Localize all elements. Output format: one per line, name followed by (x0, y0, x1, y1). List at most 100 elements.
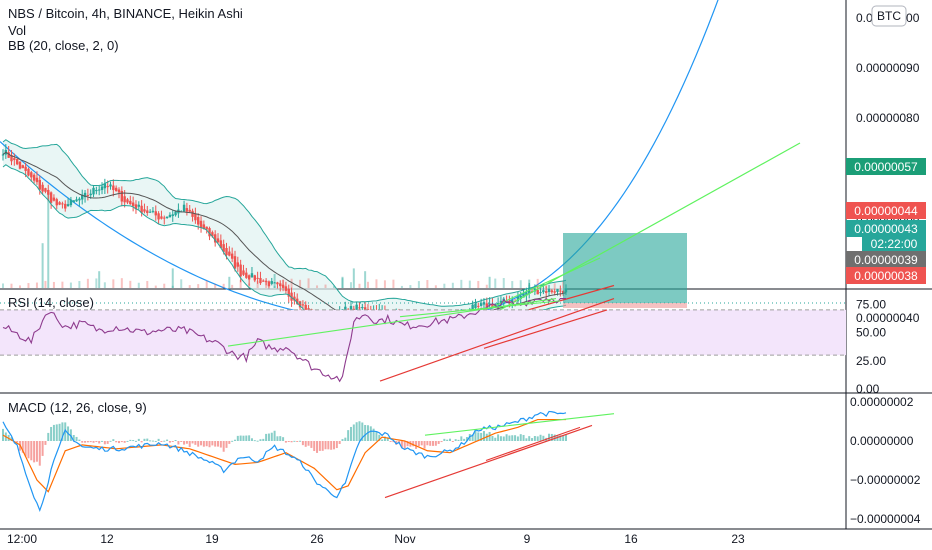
macd-histogram-bar (27, 441, 30, 459)
candle-body (72, 200, 75, 203)
macd-trendline-red (485, 426, 581, 462)
candle-body (550, 290, 554, 293)
macd-histogram-bar (279, 436, 282, 441)
macd-histogram-bar (58, 423, 61, 441)
volume-bar (375, 279, 378, 288)
candle-body (553, 291, 556, 293)
candle-body (95, 189, 98, 192)
macd-histogram-bar (344, 437, 347, 441)
candle-body (191, 210, 194, 217)
macd-histogram-bar (217, 441, 220, 447)
macd-histogram-bar (214, 441, 217, 447)
macd-histogram-bar (262, 438, 265, 441)
macd-histogram-bar (491, 435, 494, 441)
candle-body (236, 262, 240, 267)
candle-body (197, 217, 200, 225)
macd-histogram-bar (188, 441, 191, 447)
macd-histogram-bar (477, 432, 480, 441)
candle-body (293, 296, 296, 301)
macd-histogram-bar (259, 439, 262, 441)
macd-histogram-bar (89, 441, 92, 443)
macd-histogram-bar (106, 441, 109, 444)
parabolic-curve (0, 0, 719, 324)
candle-body (211, 232, 214, 237)
macd-histogram-bar (321, 441, 324, 451)
volume-bar (358, 283, 361, 288)
volume-bar (383, 280, 386, 288)
volume-bar (316, 285, 319, 288)
macd-histogram-bar (245, 435, 248, 441)
volume-bar (2, 283, 4, 288)
candle-body (106, 185, 109, 188)
candle-body (247, 275, 251, 280)
rsi-axis-tick: 25.00 (856, 354, 886, 368)
macd-histogram-bar (92, 441, 95, 443)
candle-body (536, 289, 539, 295)
volume-bar (341, 278, 344, 288)
macd-histogram-bar (273, 430, 276, 441)
macd-histogram-bar (270, 432, 273, 441)
candle-body (225, 247, 228, 256)
volume-bar (197, 284, 200, 288)
candle-body (298, 301, 302, 308)
volume-bar (231, 284, 234, 288)
volume-bar (112, 279, 115, 288)
candle-body (157, 213, 160, 220)
macd-histogram-bar (267, 433, 270, 441)
macd-histogram-bar (333, 441, 336, 450)
svg-text:0.00000043: 0.00000043 (854, 222, 918, 236)
macd-histogram-bar (205, 441, 208, 447)
time-axis-tick: 16 (624, 532, 638, 546)
macd-histogram-bar (149, 440, 152, 442)
macd-histogram-bar (514, 435, 517, 441)
macd-histogram-bar (389, 441, 392, 442)
candle-body (41, 184, 44, 192)
volume-bar (103, 282, 106, 288)
candle-body (491, 304, 494, 308)
macd-histogram-bar (310, 441, 313, 448)
volume-bar (47, 192, 50, 288)
candle-body (131, 202, 135, 207)
candle-body (148, 211, 152, 213)
price-axis-tick: 0.00000040 (856, 311, 920, 325)
macd-histogram-bar (284, 441, 287, 443)
macd-histogram-bar (157, 438, 160, 441)
macd-histogram-bar (488, 431, 491, 441)
macd-histogram-bar (341, 439, 344, 441)
macd-histogram-bar (511, 435, 514, 441)
candle-body (477, 305, 480, 307)
macd-histogram-bar (50, 426, 53, 441)
volume-bar (69, 282, 72, 288)
macd-histogram-bar (403, 441, 406, 449)
macd-histogram-bar (200, 441, 203, 446)
candle-body (174, 211, 177, 216)
macd-histogram-bar (228, 441, 231, 444)
chart-background (0, 0, 932, 530)
macd-histogram-bar (239, 435, 242, 441)
time-axis-tick: 12:00 (7, 532, 37, 546)
candle-body (194, 213, 197, 221)
macd-histogram-bar (72, 435, 75, 441)
svg-text:0.00000057: 0.00000057 (854, 160, 918, 174)
macd-histogram-bar (265, 433, 268, 441)
candle-body (287, 288, 290, 297)
macd-histogram-bar (64, 422, 67, 441)
candle-body (199, 220, 203, 228)
currency-button[interactable]: BTC (871, 5, 907, 27)
candle-body (35, 177, 39, 183)
candle-body (259, 278, 262, 284)
macd-histogram-bar (318, 441, 321, 451)
macd-histogram-bar (194, 441, 197, 445)
candle-body (137, 204, 140, 207)
axes: 0.000001000.000000900.000000800.00000070… (7, 11, 921, 546)
macd-histogram-bar (84, 441, 87, 443)
macd-histogram-bar (516, 436, 519, 441)
trendline-green (489, 257, 601, 309)
candle-body (143, 209, 146, 212)
candle-body (296, 298, 299, 304)
candle-body (474, 303, 477, 308)
macd-histogram-bar (55, 424, 58, 441)
macd-histogram-bar (183, 441, 186, 445)
rsi-trendline-red (379, 298, 615, 382)
